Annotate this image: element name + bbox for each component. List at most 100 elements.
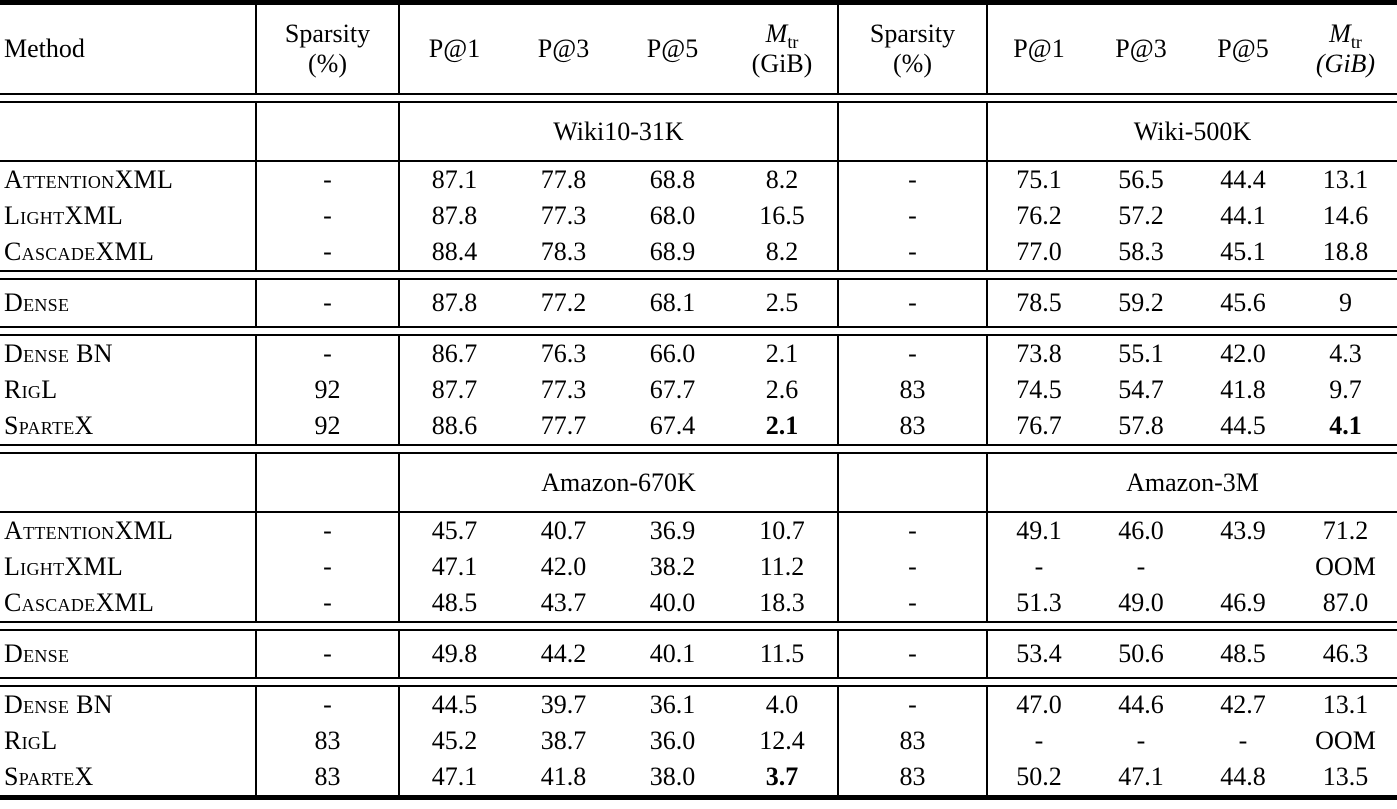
table-row: LightXML -87.8 77.3 68.0 16.5-76.2 57.2 44.1 14… bbox=[0, 198, 1397, 234]
value-cell: 3.7 bbox=[765, 762, 799, 791]
value-cell: 43.7 bbox=[540, 588, 587, 617]
value-cell: 74.5 bbox=[1016, 375, 1062, 404]
table-row: RigL 83 45.2 38.7 36.0 12.4 83 - - - OOM bbox=[0, 723, 1397, 759]
value-cell: - bbox=[1034, 726, 1044, 755]
value-cell: 45.2 bbox=[431, 726, 478, 755]
value-cell: 41.8 bbox=[540, 762, 587, 791]
value-cell: 18.3 bbox=[759, 588, 805, 617]
value-cell: 86.7 bbox=[431, 339, 478, 368]
value-cell: 45.6 bbox=[1220, 288, 1266, 317]
value-cell: - bbox=[837, 336, 988, 372]
method-cell: AttentionXML bbox=[4, 165, 174, 194]
value-cell: 49.8 bbox=[431, 639, 478, 668]
value-cell: 71.2 bbox=[1322, 516, 1369, 545]
value-cell: 57.2 bbox=[1118, 201, 1164, 230]
value-cell: 59.2 bbox=[1118, 288, 1164, 317]
value-cell: 51.3 bbox=[1016, 588, 1062, 617]
value-cell: 45.7 bbox=[431, 516, 478, 545]
value-cell: 39.7 bbox=[540, 690, 587, 719]
value-cell: 11.2 bbox=[759, 552, 805, 581]
group-rule bbox=[0, 326, 1397, 336]
method-cell: Dense bbox=[4, 288, 70, 317]
value-cell: 83 bbox=[837, 759, 988, 795]
dataset-row: Amazon-670K Amazon-3M bbox=[0, 454, 1397, 511]
group-rule bbox=[0, 270, 1397, 280]
value-cell: 77.7 bbox=[540, 411, 587, 440]
group-rule bbox=[0, 677, 1397, 687]
empty-cell bbox=[837, 103, 988, 160]
value-cell: - bbox=[837, 280, 988, 326]
value-cell: 46.0 bbox=[1118, 516, 1164, 545]
header-sparsity-unit: (%) bbox=[308, 49, 347, 78]
value-cell: 4.1 bbox=[1329, 411, 1362, 440]
value-cell: 56.5 bbox=[1118, 165, 1164, 194]
value-cell: 77.8 bbox=[540, 165, 587, 194]
header-sparsity-unit: (%) bbox=[893, 49, 932, 78]
header-sparsity-right: Sparsity (%) bbox=[837, 5, 988, 93]
value-cell: 47.1 bbox=[431, 762, 478, 791]
value-cell: 13.5 bbox=[1322, 762, 1369, 791]
value-cell: 4.0 bbox=[765, 690, 799, 719]
value-cell: - bbox=[837, 549, 988, 585]
value-cell: - bbox=[1136, 726, 1146, 755]
value-cell: - bbox=[837, 234, 988, 270]
value-cell: 58.3 bbox=[1118, 237, 1164, 266]
value-cell: 76.3 bbox=[540, 339, 587, 368]
method-cell: RigL bbox=[4, 726, 58, 755]
value-cell: - bbox=[837, 513, 988, 549]
value-cell: 49.1 bbox=[1016, 516, 1062, 545]
value-cell: 48.5 bbox=[431, 588, 478, 617]
method-cell: AttentionXML bbox=[4, 516, 174, 545]
value-cell: - bbox=[837, 162, 988, 198]
value-cell: 49.0 bbox=[1118, 588, 1164, 617]
value-cell: 42.7 bbox=[1220, 690, 1266, 719]
value-cell: 68.1 bbox=[649, 288, 696, 317]
value-cell: 77.2 bbox=[540, 288, 587, 317]
value-cell: 83 bbox=[255, 723, 400, 759]
value-cell: 18.8 bbox=[1322, 237, 1369, 266]
value-cell: 40.1 bbox=[649, 639, 696, 668]
table-row: CascadeXML -48.5 43.7 40.0 18.3-51.3 49.0 46.9… bbox=[0, 585, 1397, 621]
value-cell: 67.7 bbox=[649, 375, 696, 404]
value-cell: 88.4 bbox=[431, 237, 478, 266]
header-p3-left: P@3 bbox=[537, 34, 590, 63]
value-cell: - bbox=[255, 162, 400, 198]
value-cell: 76.2 bbox=[1016, 201, 1062, 230]
value-cell: 47.0 bbox=[1016, 690, 1062, 719]
section-rule bbox=[0, 444, 1397, 454]
value-cell: 10.7 bbox=[759, 516, 805, 545]
value-cell: 44.8 bbox=[1220, 762, 1266, 791]
value-cell: 43.9 bbox=[1220, 516, 1266, 545]
table-header-row: Method Sparsity (%) P@1 P@3 P@5 Mtr (GiB… bbox=[0, 5, 1397, 93]
header-p5-left: P@5 bbox=[646, 34, 699, 63]
value-cell: - bbox=[837, 687, 988, 723]
method-cell: LightXML bbox=[4, 552, 124, 581]
value-cell: - bbox=[255, 585, 400, 621]
value-cell: - bbox=[255, 631, 400, 677]
value-cell: 47.1 bbox=[1118, 762, 1164, 791]
value-cell: 83 bbox=[837, 408, 988, 444]
value-cell: 68.0 bbox=[649, 201, 696, 230]
value-cell: 40.0 bbox=[649, 588, 696, 617]
value-cell: 47.1 bbox=[431, 552, 478, 581]
table-row: AttentionXML -87.1 77.8 68.8 8.2-75.1 56.5 44.… bbox=[0, 162, 1397, 198]
table-row: SparteX 92 88.6 77.7 67.4 2.1 83 76.7 57.8 44.5 4.… bbox=[0, 408, 1397, 444]
value-cell: 8.2 bbox=[765, 165, 799, 194]
header-p1-right: P@1 bbox=[1013, 34, 1065, 63]
value-cell: 50.6 bbox=[1118, 639, 1164, 668]
header-p1-left: P@1 bbox=[428, 34, 481, 63]
value-cell: 2.6 bbox=[765, 375, 799, 404]
value-cell: - bbox=[255, 336, 400, 372]
value-cell: 92 bbox=[255, 408, 400, 444]
table-row: RigL 92 87.7 77.3 67.7 2.6 83 74.5 54.7 41.8 9.7 bbox=[0, 372, 1397, 408]
value-cell: 87.8 bbox=[431, 201, 478, 230]
value-cell: OOM bbox=[1315, 726, 1376, 755]
mtr-symbol: Mtr bbox=[765, 19, 799, 53]
mtr-unit: (GiB) bbox=[1315, 49, 1376, 78]
header-p5-right: P@5 bbox=[1217, 34, 1269, 63]
empty-cell bbox=[255, 103, 400, 160]
value-cell: 73.8 bbox=[1016, 339, 1062, 368]
value-cell: 68.9 bbox=[649, 237, 696, 266]
value-cell: 44.2 bbox=[540, 639, 587, 668]
